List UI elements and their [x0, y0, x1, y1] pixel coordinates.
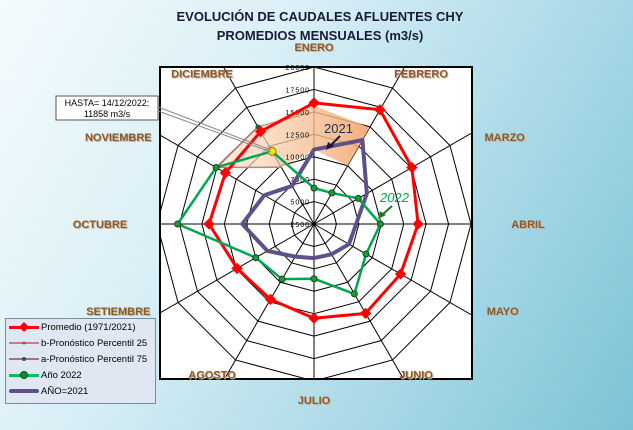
legend-item-2021: AÑO=2021 — [6, 383, 155, 399]
label-2022: 2022 — [379, 190, 410, 205]
month-label-noviembre: NOVIEMBRE — [85, 132, 152, 144]
data-point — [394, 268, 407, 280]
month-label-setiembre: SETIEMBRE — [86, 306, 150, 318]
annotation-hasta: HASTA= 14/12/2022; 11858 m3/s — [55, 95, 272, 153]
forecast-band-area — [216, 105, 370, 168]
series-line — [215, 126, 259, 169]
grid-spoke — [223, 223, 315, 379]
data-point — [212, 163, 220, 171]
data-point — [310, 184, 318, 192]
radial-tick-label: 17500 — [286, 87, 310, 94]
arrow-2021-icon — [329, 135, 341, 147]
purple-line-icon — [9, 386, 39, 396]
grid-spoke — [313, 223, 405, 379]
month-label-diciembre: DICIEMBRE — [171, 68, 233, 80]
data-point — [264, 293, 277, 306]
data-point — [350, 290, 358, 298]
month-label-octubre: OCTUBRE — [73, 219, 127, 231]
month-label-agosto: AGOSTO — [188, 370, 236, 382]
hasta-line2: 11858 m3/s — [84, 109, 131, 119]
series-4 — [240, 138, 369, 261]
legend-item-promedio: Promedio (1971/2021) — [6, 319, 155, 335]
series-3 — [174, 146, 384, 298]
data-point — [354, 194, 362, 202]
pink-line-icon — [9, 338, 39, 348]
data-point — [174, 220, 182, 228]
data-point — [254, 125, 267, 138]
data-point — [328, 189, 336, 197]
radial-tick-label: 2500 — [290, 222, 310, 229]
data-point — [231, 262, 243, 275]
chart-subtitle: PROMEDIOS MENSUALES (m3/s) — [217, 28, 424, 43]
month-label-febrero: FEBRERO — [394, 68, 448, 80]
legend-label: Promedio (1971/2021) — [41, 321, 136, 333]
radial-tick-label: 20000 — [286, 65, 310, 72]
hasta-line1: HASTA= 14/12/2022; — [65, 98, 150, 108]
data-point — [308, 312, 320, 324]
legend-item-p75: a-Pronóstico Percentil 75 — [6, 351, 155, 367]
legend-item-2022: Año 2022 — [6, 367, 155, 383]
grid-spoke — [313, 223, 472, 316]
data-point — [412, 218, 424, 230]
legend-label: Año 2022 — [41, 369, 82, 381]
forecast-band — [216, 105, 370, 168]
month-label-marzo: MARZO — [485, 132, 526, 144]
grid-spoke — [313, 67, 406, 225]
data-point — [362, 250, 370, 258]
radial-tick-label: 12500 — [286, 132, 310, 139]
legend-label: AÑO=2021 — [41, 385, 89, 397]
series-line — [240, 138, 369, 261]
data-point — [376, 220, 384, 228]
green-circle-line-icon — [9, 370, 39, 380]
grid-spoke — [313, 132, 472, 225]
radial-tick-label: 7500 — [290, 177, 310, 184]
label-2021: 2021 — [324, 121, 353, 136]
legend-item-p25: b-Pronóstico Percentil 25 — [6, 335, 155, 351]
legend-label: b-Pronóstico Percentil 25 — [41, 337, 148, 349]
red-diamond-line-icon — [9, 322, 39, 332]
month-label-julio: JULIO — [298, 395, 331, 407]
chart-title: EVOLUCIÓN DE CAUDALES AFLUENTES CHY — [177, 9, 464, 24]
legend: Promedio (1971/2021) b-Pronóstico Percen… — [5, 318, 156, 404]
annotation-2021: 2021 — [324, 121, 353, 150]
data-point — [278, 275, 286, 283]
data-point — [219, 167, 232, 179]
data-point — [310, 275, 318, 283]
radial-tick-label: 5000 — [290, 200, 310, 207]
legend-label: a-Pronóstico Percentil 75 — [41, 353, 148, 365]
radial-tick-label: 10000 — [286, 155, 310, 162]
grid-spoke — [160, 134, 315, 225]
month-label-junio: JUNIO — [399, 370, 433, 382]
month-label-enero: ENERO — [294, 42, 334, 54]
month-labels: ENERO FEBRERO MARZO ABRIL MAYO JUNIO JULIO AGOS… — [73, 42, 545, 407]
dot-line-icon — [9, 354, 39, 364]
month-label-mayo: MAYO — [487, 306, 519, 318]
annotation-2022: 2022 — [378, 190, 410, 219]
series-0 — [203, 97, 424, 324]
data-point — [406, 161, 418, 174]
data-point — [252, 254, 260, 262]
data-point — [203, 218, 215, 230]
series-layer — [174, 97, 424, 324]
month-label-abril: ABRIL — [511, 219, 545, 231]
data-point — [359, 307, 372, 320]
